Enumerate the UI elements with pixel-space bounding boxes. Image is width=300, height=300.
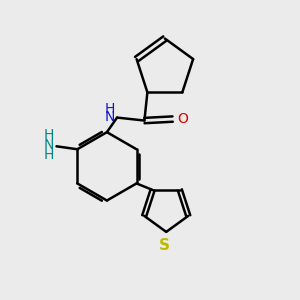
- Text: N: N: [104, 110, 115, 124]
- Text: N: N: [43, 138, 53, 152]
- Text: H: H: [43, 128, 53, 142]
- Text: S: S: [159, 238, 170, 253]
- Text: H: H: [43, 148, 53, 162]
- Text: H: H: [104, 102, 115, 116]
- Text: O: O: [177, 112, 188, 126]
